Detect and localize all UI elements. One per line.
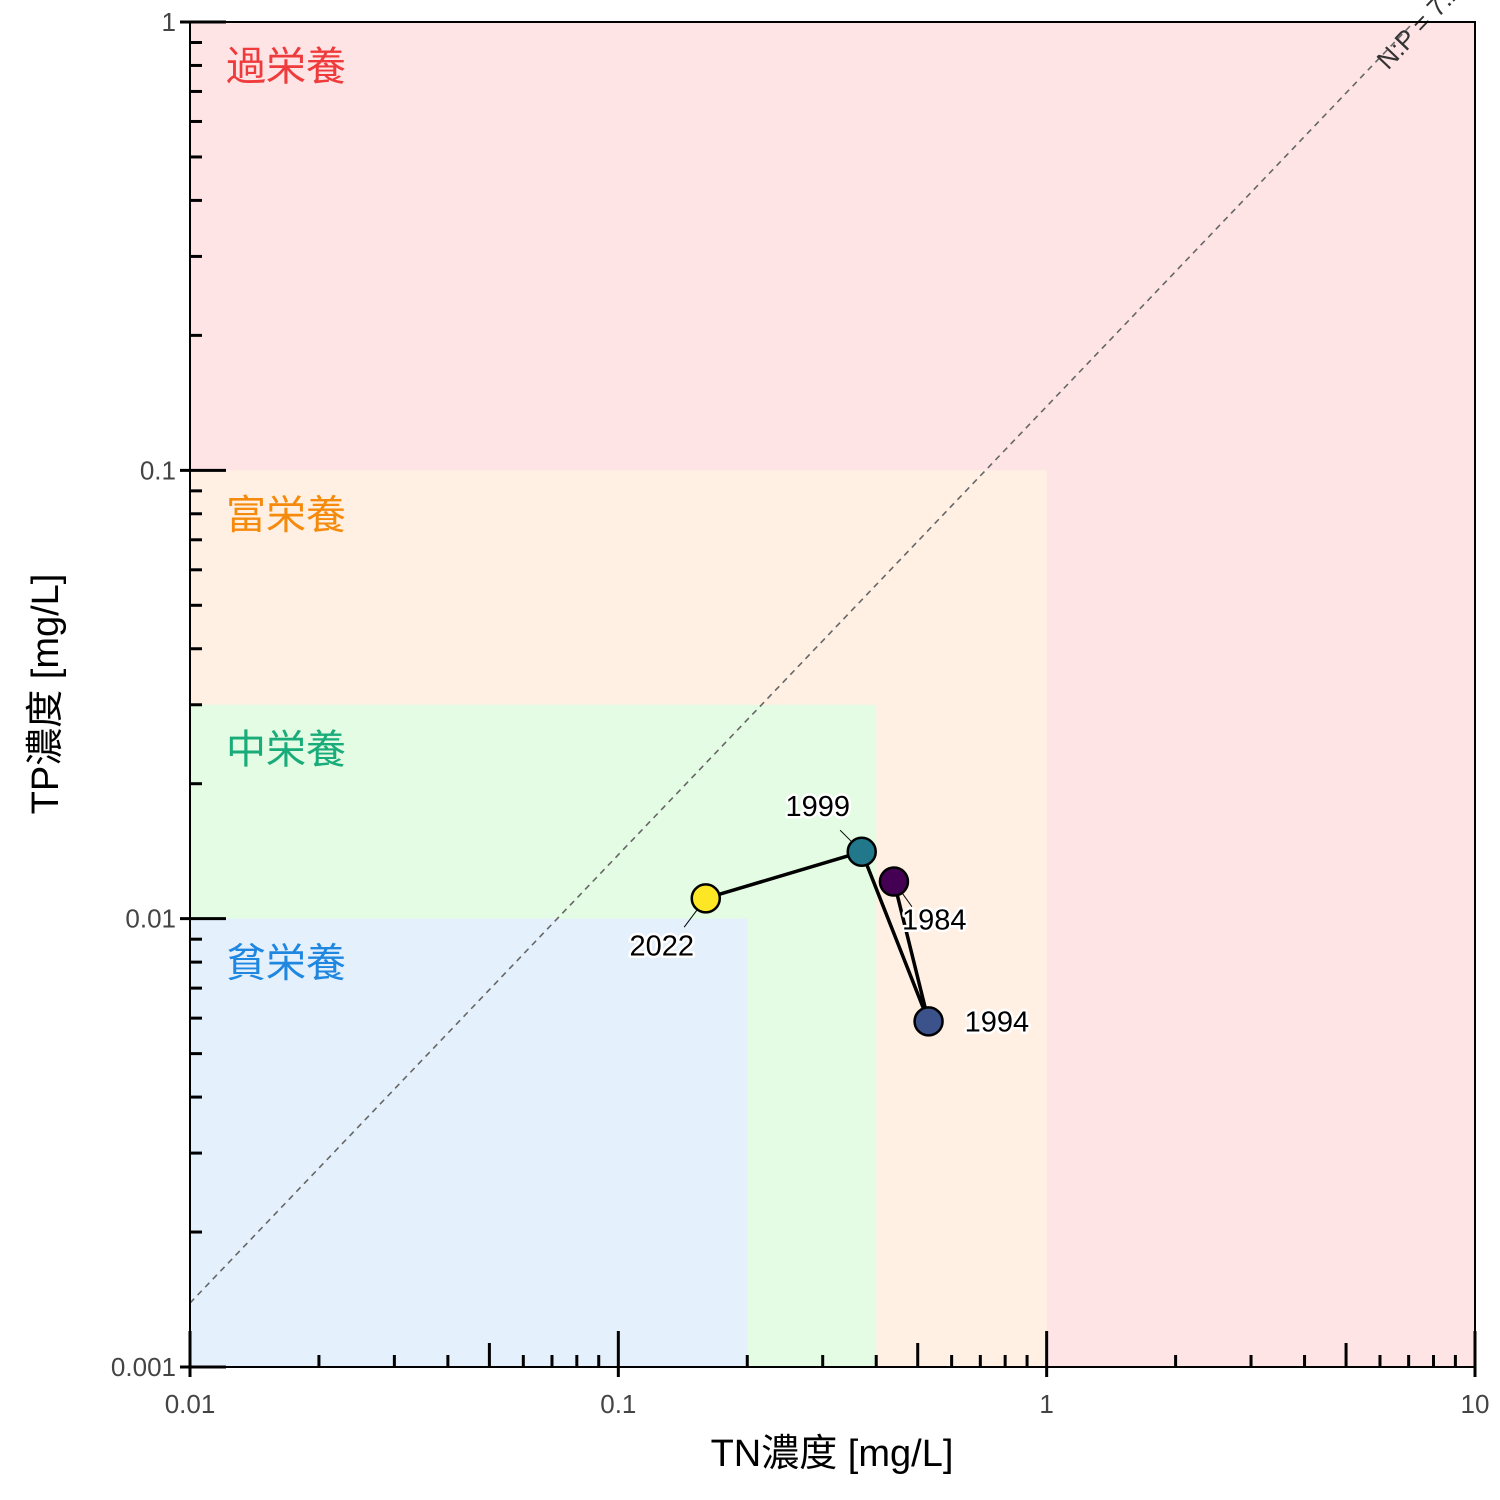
np-ratio-line — [189, 21, 1415, 1304]
trajectory-line — [705, 850, 931, 1024]
y-tick-label: 1 — [162, 7, 176, 37]
data-point-2022 — [690, 883, 722, 914]
zone-2-label: 中栄養 — [226, 727, 346, 773]
plot-border — [189, 21, 1476, 1368]
zone-3-label: 貧栄養 — [226, 941, 346, 987]
zone-3-area — [190, 918, 748, 1367]
y-tick-label: 0.1 — [140, 455, 176, 485]
point-label-1999: 1999 — [785, 791, 850, 823]
x-axis-title: TN濃度 [mg/L] — [711, 1433, 954, 1475]
point-label-1994: 1994 — [965, 1006, 1030, 1038]
y-tick-label: 0.01 — [125, 904, 176, 934]
data-point-1984 — [878, 866, 910, 897]
x-tick-label: 1 — [1039, 1389, 1053, 1419]
data-point-1994 — [913, 1006, 944, 1037]
x-tick-label: 0.1 — [600, 1389, 636, 1419]
x-tick-label: 10 — [1461, 1389, 1490, 1419]
zone-1-label: 富栄養 — [226, 492, 346, 538]
plot-frame — [189, 21, 1476, 1368]
x-tick-label: 0.01 — [165, 1389, 216, 1419]
y-axis-title: TP濃度 [mg/L] — [25, 574, 67, 815]
point-leader-line — [683, 907, 699, 928]
x-axis: 0.01 0.1 1 10 — [165, 1331, 1490, 1419]
data-point-1999 — [846, 836, 877, 868]
point-label-1984: 1984 — [902, 905, 967, 937]
y-tick-label: 0.001 — [111, 1352, 176, 1382]
y-axis: 0.001 0.01 0.1 1 — [111, 7, 226, 1382]
point-label-2022: 2022 — [630, 930, 695, 962]
zone-0-label: 過栄養 — [226, 44, 346, 90]
data-series: 1984 1994 1999 2022 — [627, 788, 1032, 1041]
